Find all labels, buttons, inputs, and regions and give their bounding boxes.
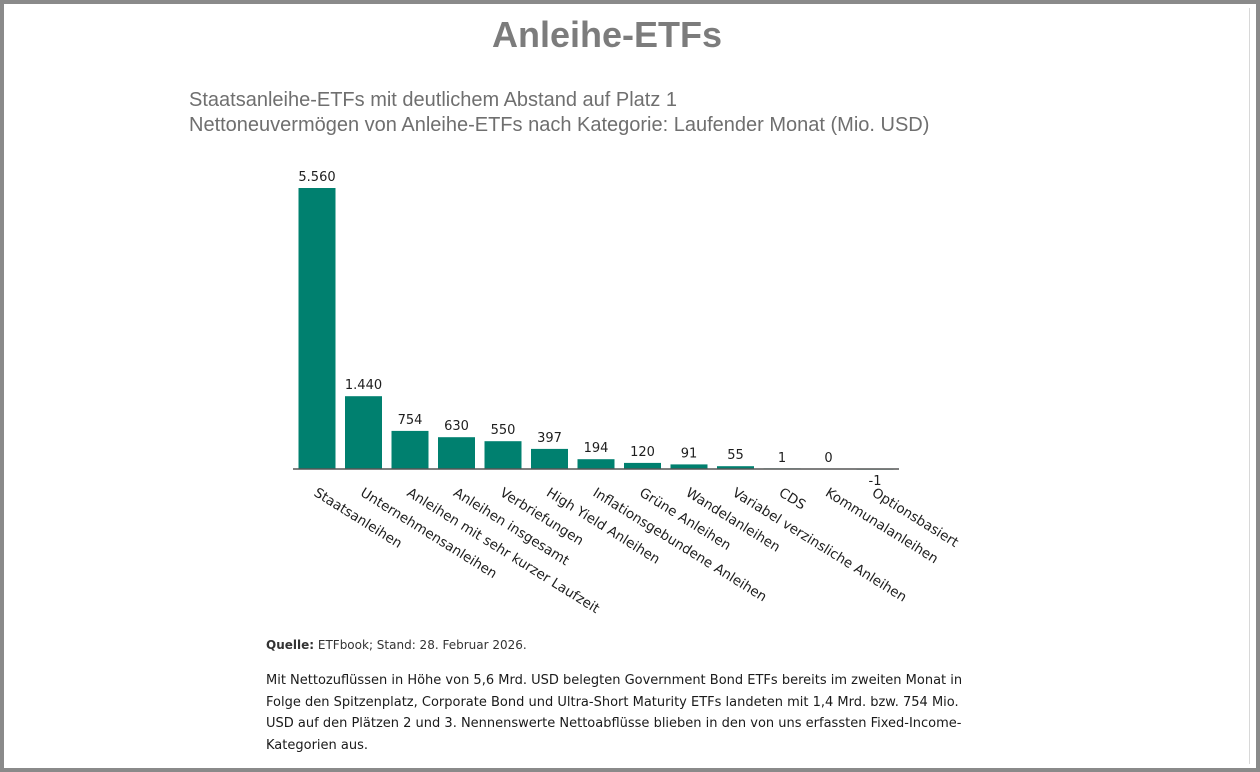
bar bbox=[298, 188, 336, 469]
body-paragraph: Mit Nettozuflüssen in Höhe von 5,6 Mrd. … bbox=[266, 673, 963, 753]
source-text: ETFbook; Stand: 28. Februar 2026. bbox=[317, 638, 527, 652]
bar bbox=[345, 396, 382, 469]
chart-title: Staatsanleihe-ETFs mit deutlichem Abstan… bbox=[189, 89, 678, 111]
bar bbox=[577, 459, 615, 469]
data-label: 1 bbox=[778, 451, 786, 466]
data-label: 91 bbox=[681, 446, 698, 461]
data-label: 550 bbox=[491, 423, 516, 438]
data-label: 397 bbox=[537, 431, 562, 446]
bar bbox=[624, 462, 661, 469]
category-label: CDS bbox=[776, 485, 809, 514]
source-note: Quelle: ETFbook; Stand: 28. Februar 2026… bbox=[266, 638, 527, 652]
data-label: 1.440 bbox=[345, 378, 382, 393]
bar bbox=[717, 466, 754, 469]
data-label: 194 bbox=[584, 441, 609, 456]
bar bbox=[391, 430, 429, 469]
data-label: 120 bbox=[630, 445, 655, 460]
bar bbox=[484, 441, 522, 469]
source-label: Quelle: bbox=[266, 638, 315, 652]
data-label: 630 bbox=[444, 419, 469, 434]
data-label: 0 bbox=[824, 451, 832, 466]
frame-edge bbox=[1249, 8, 1250, 764]
bar bbox=[670, 464, 708, 469]
chart-subtitle: Nettoneuvermögen von Anleihe-ETFs nach K… bbox=[189, 114, 930, 136]
data-label: 754 bbox=[398, 413, 423, 428]
data-label: 55 bbox=[727, 448, 744, 463]
data-label: -1 bbox=[869, 474, 882, 489]
bar bbox=[438, 437, 475, 469]
bar bbox=[531, 448, 568, 469]
bar-chart: 5.560Staatsanleihen1.440Unternehmensanle… bbox=[293, 170, 961, 617]
page-title: Anleihe-ETFs bbox=[491, 14, 723, 55]
data-label: 5.560 bbox=[298, 170, 335, 185]
